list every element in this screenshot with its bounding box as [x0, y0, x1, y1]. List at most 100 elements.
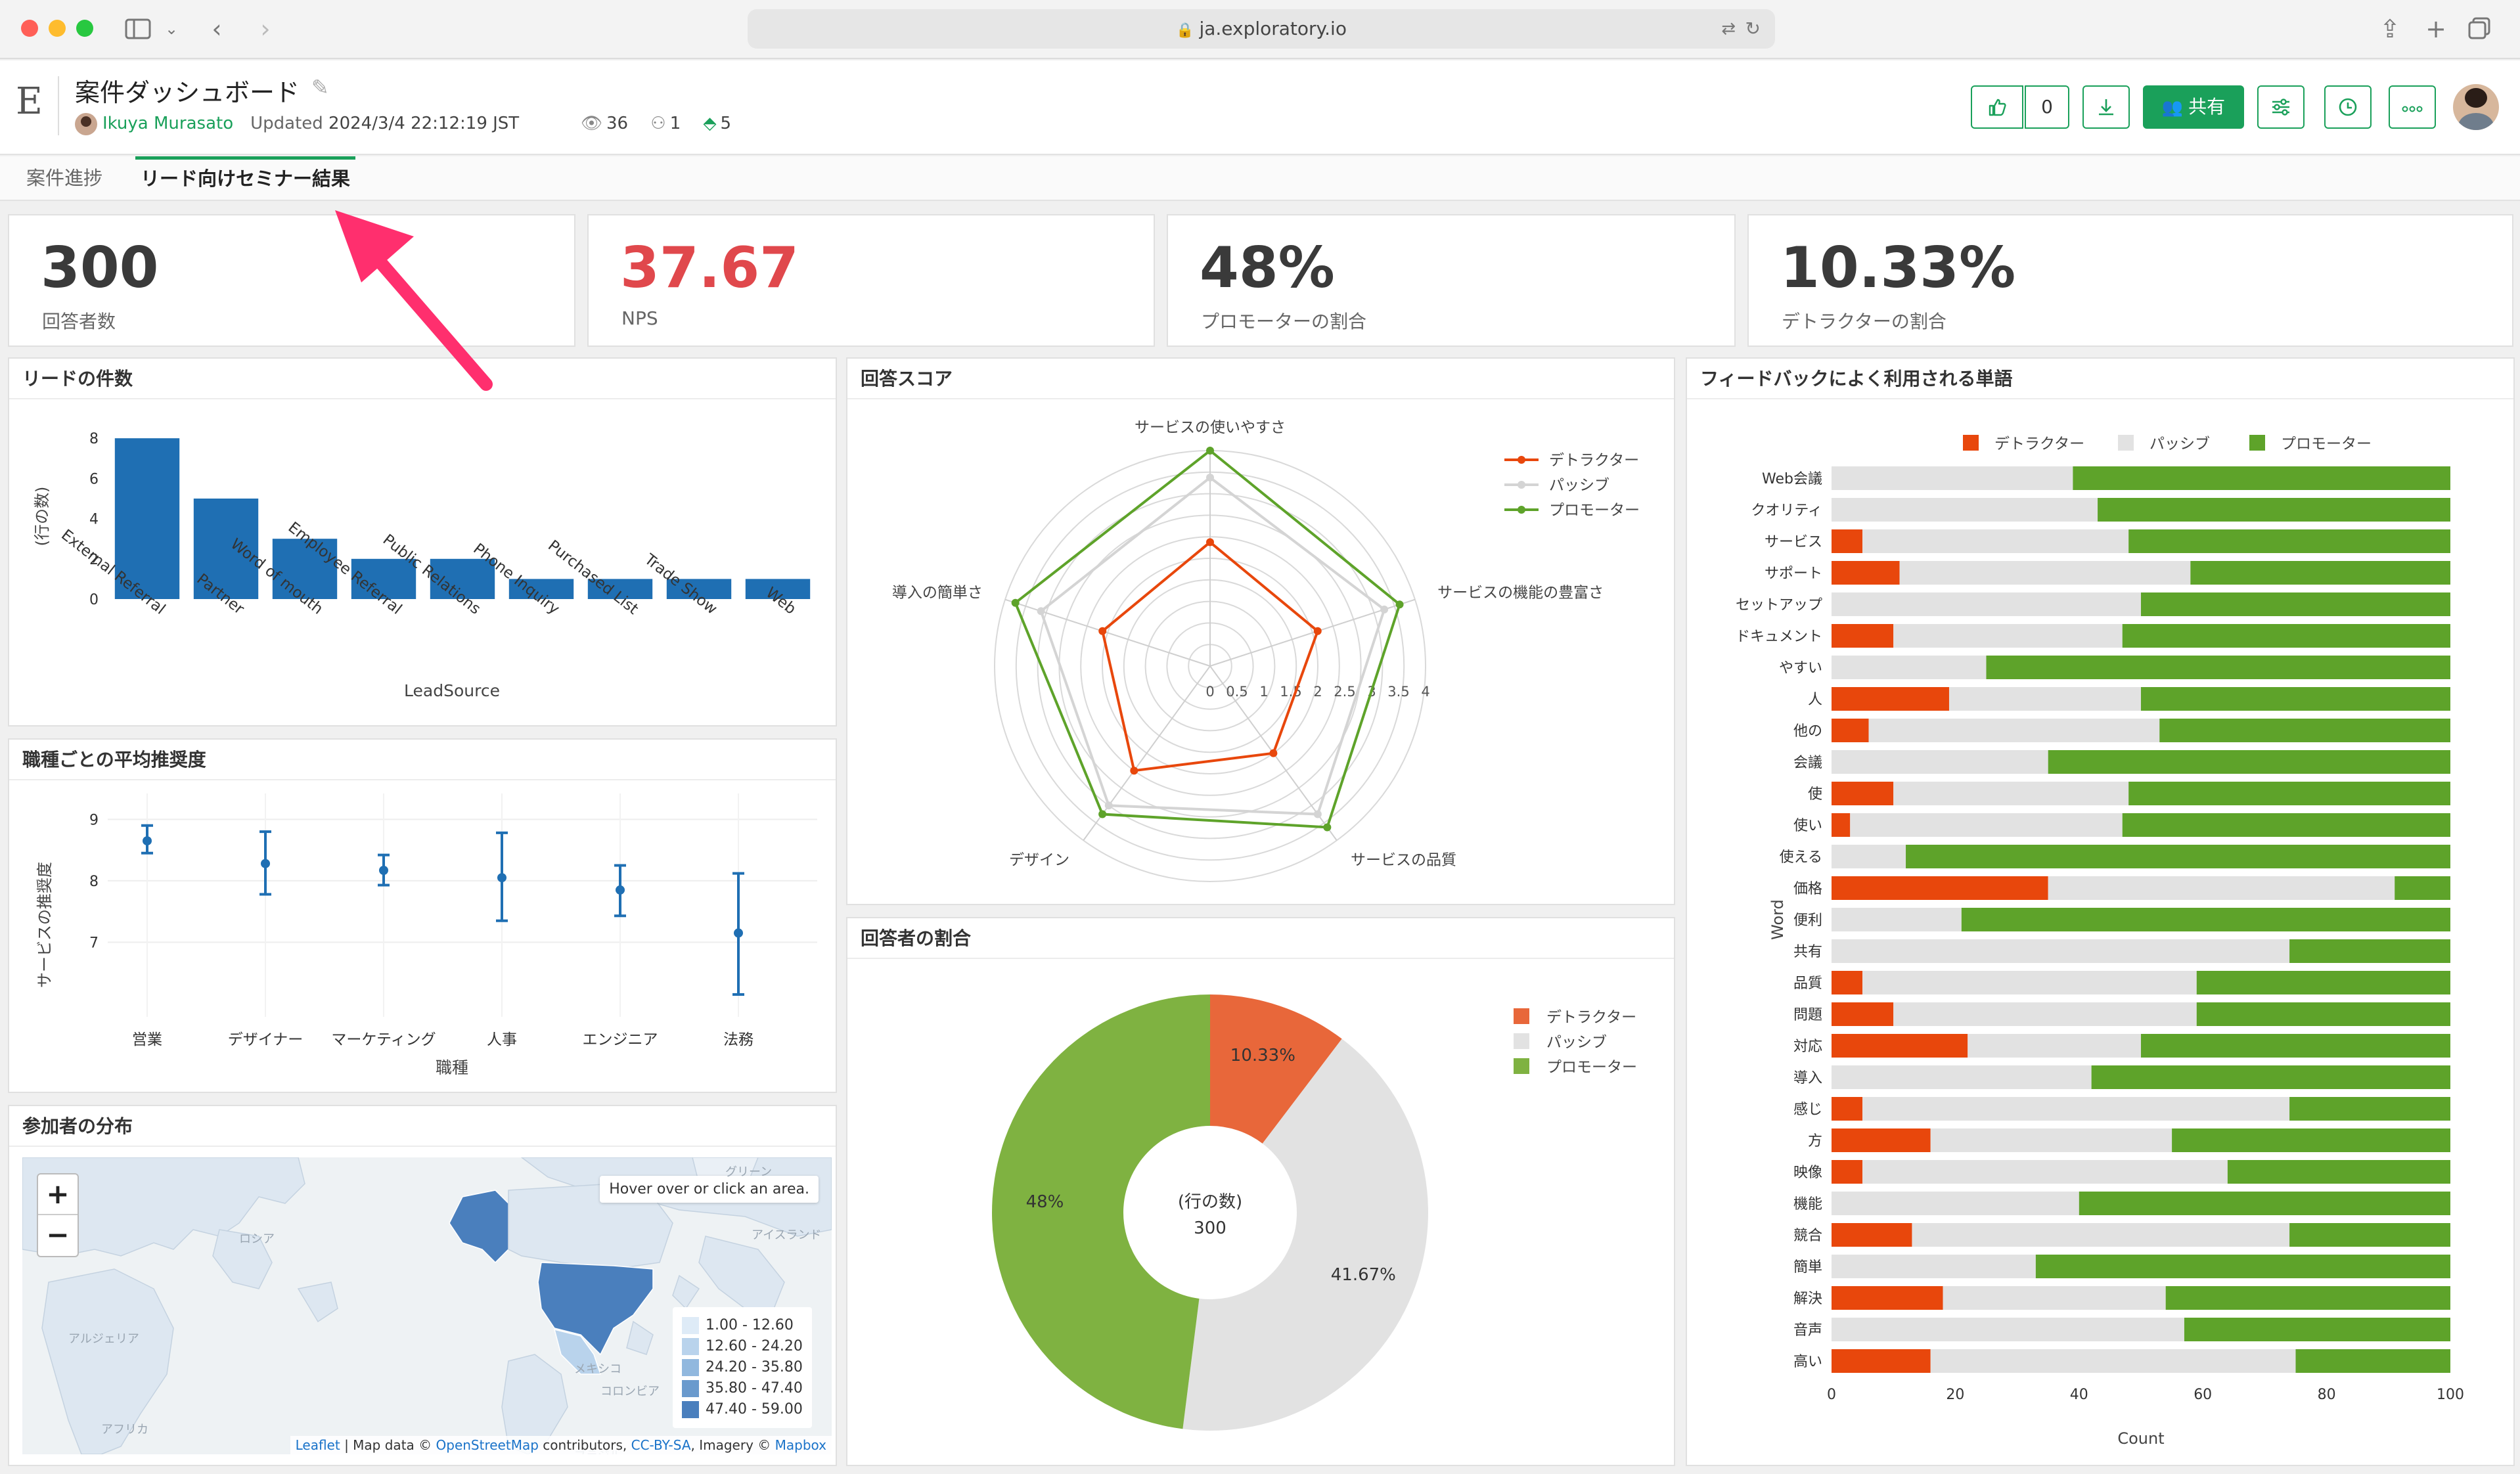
bar-segment[interactable]: [2295, 1349, 2451, 1373]
like-button[interactable]: [1971, 85, 2023, 129]
bar-segment[interactable]: [2165, 1286, 2450, 1310]
legend-item[interactable]: パッシブ: [1514, 1033, 1607, 1051]
back-icon[interactable]: ‹: [212, 14, 222, 43]
bar-segment[interactable]: [1832, 1034, 1968, 1058]
more-button[interactable]: [2389, 85, 2436, 129]
app-logo[interactable]: E: [16, 80, 43, 123]
bar-segment[interactable]: [2184, 1318, 2450, 1341]
bar-segment[interactable]: [1832, 624, 1894, 648]
bar-segment[interactable]: [1832, 939, 2290, 963]
forward-icon[interactable]: ›: [260, 14, 271, 43]
bar-segment[interactable]: [2035, 1255, 2450, 1278]
edit-icon[interactable]: ✎: [311, 75, 329, 100]
bar-segment[interactable]: [1832, 813, 1851, 837]
bar-segment[interactable]: [1961, 908, 2450, 931]
bar-segment[interactable]: [1912, 1223, 2290, 1247]
choropleth-map[interactable]: + − Hover over or click an area. ロシア アルジェ…: [22, 1157, 832, 1454]
radar-series[interactable]: [1037, 474, 1389, 818]
radar-series[interactable]: [1098, 538, 1322, 775]
bar-segment[interactable]: [2172, 1128, 2450, 1152]
bar-segment[interactable]: [1832, 750, 2048, 774]
share-page-icon[interactable]: ⇪: [2379, 14, 2400, 43]
bar-segment[interactable]: [1832, 1002, 1894, 1026]
bar-segment[interactable]: [1893, 1002, 2197, 1026]
bar-segment[interactable]: [1943, 1286, 2166, 1310]
legend-item[interactable]: プロモーター: [2249, 435, 2372, 453]
chevron-down-icon[interactable]: ⌄: [164, 20, 179, 38]
bar-segment[interactable]: [1832, 845, 1906, 868]
bar-segment[interactable]: [2141, 592, 2450, 616]
legend-item[interactable]: パッシブ: [1504, 477, 1609, 494]
bar-segment[interactable]: [1832, 561, 1900, 585]
donut-slice[interactable]: [1210, 994, 1342, 1144]
bar-segment[interactable]: [1832, 782, 1894, 805]
legend-item[interactable]: プロモーター: [1514, 1058, 1637, 1076]
zoom-in-button[interactable]: +: [38, 1174, 78, 1215]
bar-segment[interactable]: [1832, 1065, 2092, 1089]
address-bar[interactable]: 🔒 ja.exploratory.io ⇄ ↻: [748, 9, 1775, 49]
leaflet-link[interactable]: Leaflet: [295, 1437, 340, 1453]
bar-segment[interactable]: [2079, 1192, 2450, 1215]
bar-segment[interactable]: [1832, 592, 2141, 616]
tag-icon[interactable]: ⬘: [703, 114, 717, 133]
donut-slice[interactable]: [992, 994, 1210, 1429]
bar[interactable]: [430, 558, 495, 599]
error-bar[interactable]: [496, 831, 508, 922]
mapbox-link[interactable]: Mapbox: [775, 1437, 826, 1453]
user-avatar[interactable]: [2453, 84, 2499, 130]
legend-item[interactable]: プロモーター: [1504, 502, 1640, 519]
bar[interactable]: [114, 438, 180, 599]
bar-segment[interactable]: [1862, 529, 2129, 553]
bar-segment[interactable]: [1930, 1349, 2296, 1373]
bar-segment[interactable]: [1832, 971, 1863, 994]
new-tab-icon[interactable]: +: [2425, 14, 2446, 43]
bar-segment[interactable]: [1832, 529, 1863, 553]
bar-segment[interactable]: [2048, 876, 2395, 900]
author-link[interactable]: Ikuya Murasato: [102, 114, 234, 133]
bar-segment[interactable]: [2128, 529, 2450, 553]
bar-segment[interactable]: [1832, 719, 1869, 742]
bar-segment[interactable]: [1832, 1223, 1912, 1247]
bar-segment[interactable]: [2289, 1223, 2450, 1247]
share-button[interactable]: 👥 共有: [2143, 85, 2244, 129]
bar-segment[interactable]: [1832, 466, 2073, 490]
error-bar[interactable]: [378, 853, 390, 887]
bar-segment[interactable]: [1832, 687, 1949, 711]
radar-series[interactable]: [1011, 447, 1404, 832]
bar-segment[interactable]: [1832, 656, 1987, 679]
bar-segment[interactable]: [2289, 939, 2450, 963]
bar-segment[interactable]: [1850, 813, 2123, 837]
bar-segment[interactable]: [1832, 908, 1962, 931]
sidebar-toggle-icon[interactable]: [121, 12, 155, 46]
bar[interactable]: [745, 579, 811, 599]
bar-segment[interactable]: [2091, 1065, 2450, 1089]
donut-slice[interactable]: [1182, 1038, 1428, 1431]
bar-segment[interactable]: [1862, 1097, 2290, 1121]
bar-segment[interactable]: [2122, 813, 2450, 837]
bar-segment[interactable]: [2098, 498, 2450, 522]
bar-segment[interactable]: [2227, 1160, 2450, 1184]
bar-segment[interactable]: [1862, 971, 2197, 994]
reload-icon[interactable]: ↻: [1745, 18, 1761, 39]
bar-segment[interactable]: [1893, 782, 2129, 805]
legend-item[interactable]: パッシブ: [2118, 435, 2210, 453]
settings-button[interactable]: [2257, 85, 2305, 129]
close-window-button[interactable]: [21, 20, 38, 37]
cc-link[interactable]: CC-BY-SA: [631, 1437, 691, 1453]
bar-segment[interactable]: [2141, 1034, 2450, 1058]
bar-segment[interactable]: [2196, 1002, 2450, 1026]
bar-segment[interactable]: [1832, 1286, 1943, 1310]
error-bar[interactable]: [141, 824, 153, 855]
schedule-button[interactable]: [2324, 85, 2372, 129]
bar-segment[interactable]: [2395, 876, 2450, 900]
bar-segment[interactable]: [1862, 1160, 2228, 1184]
bar-segment[interactable]: [2048, 750, 2450, 774]
tag-count[interactable]: 5: [720, 114, 732, 133]
bar-segment[interactable]: [2141, 687, 2450, 711]
translate-icon[interactable]: ⇄: [1721, 19, 1736, 39]
maximize-window-button[interactable]: [76, 20, 93, 37]
bar-segment[interactable]: [1986, 656, 2451, 679]
map-canvas[interactable]: [22, 1157, 832, 1454]
bar-segment[interactable]: [1968, 1034, 2141, 1058]
bar-segment[interactable]: [1832, 498, 2098, 522]
